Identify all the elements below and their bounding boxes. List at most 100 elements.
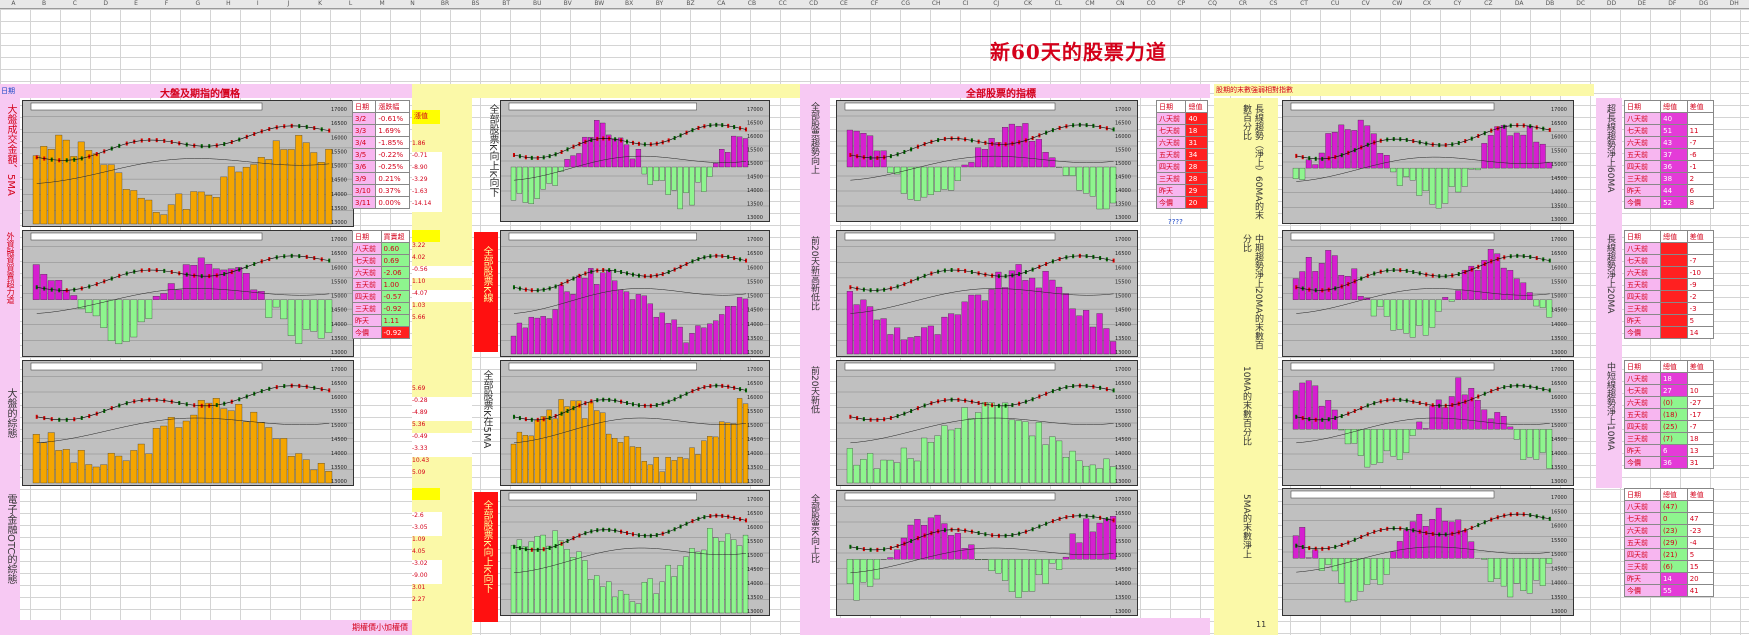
column-letter[interactable]: CN [1115, 0, 1125, 7]
table-row: 今價 52 8 [1623, 196, 1715, 209]
column-letter[interactable]: L [348, 0, 353, 7]
axis-tick-label: 16500 [747, 121, 763, 127]
column-letter[interactable]: CF [870, 0, 879, 7]
table-cell: 六天前 [1623, 266, 1662, 279]
chart-bar [265, 159, 273, 225]
chart-bar [1422, 428, 1429, 430]
column-letter[interactable]: CP [1177, 0, 1186, 7]
column-letter[interactable]: BT [502, 0, 511, 7]
column-letter[interactable]: H [226, 0, 231, 7]
column-letter[interactable]: CQ [1208, 0, 1217, 7]
column-letter[interactable]: F [164, 0, 169, 7]
column-letter[interactable]: G [195, 0, 201, 7]
column-letter[interactable]: CE [839, 0, 848, 7]
chart-mid-7[interactable]: 17000 16500 16000 15500 15000 14500 14000 13500… [836, 360, 1138, 486]
chart-mid-5[interactable]: 17000 16500 16000 15500 15000 14500 14000 13500… [836, 100, 1138, 222]
column-letter[interactable]: DG [1698, 0, 1709, 7]
column-letter[interactable]: N [410, 0, 415, 7]
column-letter[interactable]: CK [1023, 0, 1033, 7]
column-letter[interactable]: CW [1392, 0, 1403, 7]
bull-value: -9.00 [412, 572, 442, 584]
column-letter[interactable]: E [134, 0, 138, 7]
column-letter[interactable]: CD [809, 0, 818, 7]
chart-right-4[interactable]: 17000 16500 16000 15500 15000 14500 14000 13500… [1282, 488, 1574, 616]
chart-bar [1507, 270, 1514, 300]
column-letter[interactable]: A [11, 0, 16, 7]
chart-right-2[interactable]: 17000 16500 16000 15500 15000 14500 14000 13500… [1282, 230, 1574, 357]
chart-mid-2[interactable]: 17000 16500 16000 15500 15000 14500 14000 13500… [500, 230, 770, 357]
chart-right-3[interactable]: 17000 16500 16000 15500 15000 14500 14000 13500… [1282, 360, 1574, 486]
column-letter[interactable]: CV [1361, 0, 1370, 7]
chart-bar [1546, 299, 1553, 318]
column-letter[interactable]: CZ [1484, 0, 1493, 7]
table-row: 七天前 27 10 [1624, 384, 1715, 397]
column-letter[interactable]: CO [1146, 0, 1156, 7]
column-letter[interactable]: BZ [686, 0, 695, 7]
table-cell: 四天前 [352, 290, 382, 303]
table-header-cell: 總值 [1659, 360, 1688, 373]
column-letter[interactable]: DD [1606, 0, 1617, 7]
column-letter[interactable]: DB [1545, 0, 1555, 7]
table-cell: 三天前 [1155, 172, 1187, 185]
column-letter[interactable]: K [318, 0, 323, 7]
column-letter[interactable]: DH [1729, 0, 1739, 7]
column-letter[interactable]: CM [1085, 0, 1095, 7]
column-letter[interactable]: BS [471, 0, 480, 7]
axis-tick-label: 16500 [1115, 381, 1131, 387]
chart-market-state[interactable]: 17000 16500 16000 15500 15000 14500 14000 13500… [22, 360, 354, 486]
chart-foreign-flow[interactable]: 17000 16500 16000 15500 15000 14500 14000 13500… [22, 230, 354, 357]
chart-mid-3[interactable]: 17000 16500 16000 15500 15000 14500 14000 13500… [500, 360, 770, 486]
chart-mid-4[interactable]: 17000 16500 16000 15500 15000 14500 14000 13500… [500, 490, 770, 616]
column-letter[interactable]: CY [1453, 0, 1462, 7]
chart-bar [719, 314, 725, 355]
chart-bar [235, 171, 243, 225]
column-letter[interactable]: DC [1576, 0, 1586, 7]
column-letter[interactable]: J [287, 0, 290, 7]
column-letter[interactable]: CA [717, 0, 726, 7]
column-letter[interactable]: BU [532, 0, 542, 7]
chart-turnover[interactable]: 17000 16500 16000 15500 15000 14500 14000 13500… [22, 100, 354, 227]
column-letter[interactable]: B [42, 0, 47, 7]
chart-bar [683, 458, 689, 484]
column-letter[interactable]: BW [594, 0, 605, 7]
column-letter[interactable]: M [379, 0, 385, 7]
column-letter[interactable]: BR [440, 0, 450, 7]
table-cell: 6 [1659, 444, 1688, 457]
column-letter[interactable]: CG [901, 0, 911, 7]
column-letter[interactable]: BY [655, 0, 664, 7]
column-letter[interactable]: DE [1637, 0, 1647, 7]
chart-bar [1029, 141, 1036, 168]
chart-bar [197, 191, 205, 225]
column-letter[interactable]: CR [1238, 0, 1248, 7]
column-letter[interactable]: CJ [993, 0, 1000, 7]
column-letter[interactable]: BX [625, 0, 634, 7]
chart-right-1[interactable]: 17000 16500 16000 15500 15000 14500 14000 13500… [1282, 100, 1574, 224]
chart-bar [250, 411, 258, 484]
column-letter[interactable]: CX [1422, 0, 1432, 7]
column-letter[interactable]: CS [1269, 0, 1278, 7]
legend-box [30, 362, 263, 371]
table-header-cell: 差值 [1686, 488, 1715, 501]
chart-bar [647, 303, 653, 355]
column-letter[interactable]: I [256, 0, 259, 7]
column-letter[interactable]: DA [1514, 0, 1524, 7]
chart-bar [1383, 429, 1390, 452]
column-letter[interactable]: CT [1300, 0, 1308, 7]
chart-bar [954, 427, 961, 484]
column-letter[interactable]: BV [563, 0, 572, 7]
chart-mid-1[interactable]: 17000 16500 16000 15500 15000 14500 14000 13500… [500, 100, 770, 222]
column-letter[interactable]: CC [778, 0, 787, 7]
chart-mid-6[interactable]: 17000 16500 16000 15500 15000 14500 14000 13500… [836, 230, 1138, 357]
row2-label: 外資融資買賣超力道 [6, 232, 15, 304]
column-letter[interactable]: D [103, 0, 109, 7]
table-row: 3/2 -0.61% [351, 112, 410, 125]
chart-bar [92, 466, 100, 484]
chart-mid-8[interactable]: 17000 16500 16000 15500 15000 14500 14000 13500… [836, 490, 1138, 616]
column-letter[interactable]: DF [1668, 0, 1677, 7]
column-letter[interactable]: CB [747, 0, 757, 7]
column-letter[interactable]: CH [931, 0, 941, 7]
column-letter[interactable]: CU [1330, 0, 1340, 7]
column-letter[interactable]: CI [962, 0, 969, 7]
column-letter[interactable]: C [72, 0, 77, 7]
column-letter[interactable]: CL [1054, 0, 1063, 7]
